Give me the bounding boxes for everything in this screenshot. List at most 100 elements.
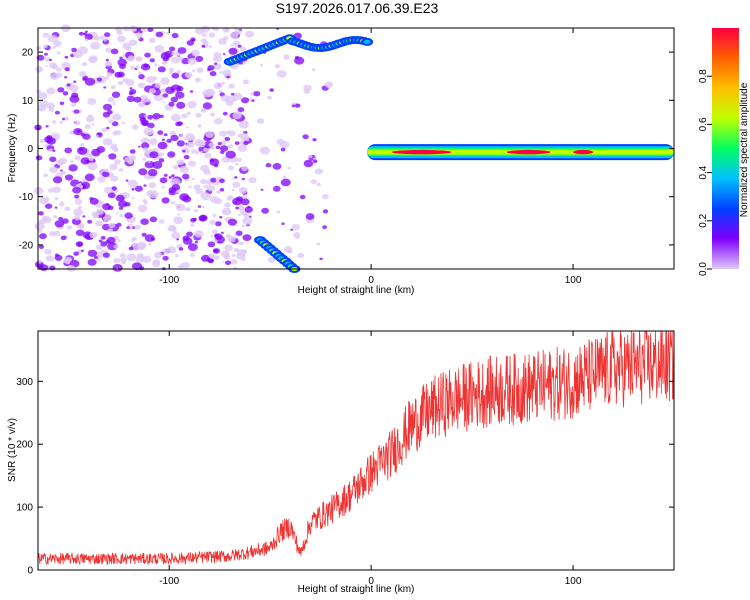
noise-blob <box>102 203 112 211</box>
noise-blob <box>195 55 204 63</box>
noise-blob <box>103 186 113 194</box>
noise-blob <box>190 218 197 223</box>
noise-blob <box>215 221 222 227</box>
noise-blob <box>106 72 113 77</box>
noise-blob <box>166 31 170 35</box>
noise-blob <box>207 241 216 248</box>
noise-blob <box>126 253 137 262</box>
colorbar-ticks: 0.0 0.2 0.4 0.6 0.8 <box>698 69 712 276</box>
noise-blob <box>39 264 49 271</box>
noise-blob <box>195 151 199 155</box>
noise-blob <box>190 149 197 154</box>
noise-blob <box>165 86 175 95</box>
noise-blob <box>189 90 194 93</box>
carrier-peak-1 <box>506 149 551 155</box>
noise-blob <box>61 61 71 70</box>
noise-blob <box>239 46 247 52</box>
noise-blob <box>42 32 50 38</box>
noise-blob <box>45 255 54 262</box>
noise-blob <box>295 103 301 108</box>
noise-blob <box>76 129 81 133</box>
noise-blob <box>73 109 80 114</box>
noise-blob <box>186 40 194 46</box>
noise-blob <box>81 61 88 67</box>
noise-blob <box>187 100 197 109</box>
noise-blob <box>140 218 149 225</box>
noise-blob <box>118 168 124 172</box>
noise-blob <box>135 65 140 69</box>
noise-blob <box>182 195 192 203</box>
noise-blob <box>149 37 156 43</box>
noise-blob <box>107 192 116 199</box>
noise-blob <box>82 133 91 140</box>
noise-blob <box>176 101 186 109</box>
noise-blob <box>182 149 186 153</box>
noise-blob <box>147 27 154 32</box>
noise-blob <box>52 45 57 49</box>
noise-blob <box>131 188 135 191</box>
noise-blob <box>225 260 231 266</box>
noise-blob <box>124 212 133 219</box>
noise-blob <box>237 44 242 48</box>
snr-series-line <box>37 330 675 566</box>
noise-blob <box>73 80 77 83</box>
colorbar-tick-label: 0.4 <box>698 165 709 179</box>
noise-blob <box>297 252 305 258</box>
x-tick-label: 100 <box>565 576 582 587</box>
noise-blob <box>176 140 185 147</box>
noise-blob <box>158 158 165 163</box>
noise-blob <box>122 26 130 32</box>
noise-blob <box>221 95 230 102</box>
noise-blob <box>216 190 221 194</box>
noise-blob <box>162 56 169 62</box>
noise-blob <box>179 134 184 137</box>
noise-blob <box>222 111 228 116</box>
noise-blob <box>164 50 174 58</box>
noise-blob <box>228 47 238 55</box>
noise-blob <box>64 116 70 121</box>
noise-blob <box>267 95 272 100</box>
noise-blob <box>161 138 165 141</box>
noise-blob <box>171 32 179 39</box>
noise-blob <box>167 224 177 232</box>
noise-blob <box>195 188 204 195</box>
noise-blob <box>196 67 204 73</box>
noise-blob <box>102 252 110 258</box>
noise-blob <box>56 67 62 72</box>
noise-blob <box>202 89 213 98</box>
y-tick-label: 100 <box>16 503 33 514</box>
noise-blob <box>84 77 96 86</box>
noise-blob <box>115 194 125 202</box>
noise-blob <box>193 209 198 213</box>
noise-blob <box>226 130 231 134</box>
noise-blob <box>259 146 270 155</box>
noise-blob <box>102 214 112 222</box>
noise-blob <box>104 76 109 80</box>
noise-blob <box>238 241 244 246</box>
noise-blob <box>127 180 138 188</box>
noise-blob <box>102 220 107 223</box>
noise-blob <box>192 69 196 73</box>
noise-blob <box>158 219 165 224</box>
noise-blob <box>107 97 115 103</box>
noise-blob <box>227 218 238 226</box>
noise-blob <box>183 137 187 140</box>
noise-blob <box>71 92 79 98</box>
noise-blob <box>220 231 224 234</box>
noise-blob <box>96 258 101 262</box>
noise-blob <box>204 153 212 159</box>
noise-blob <box>244 206 253 213</box>
noise-blob <box>242 216 253 225</box>
noise-blob <box>54 197 59 201</box>
noise-blob <box>302 134 309 140</box>
noise-blob <box>53 215 57 219</box>
heatmap-marks <box>33 24 675 273</box>
noise-blob <box>134 185 143 192</box>
noise-blob <box>104 32 111 38</box>
noise-blob <box>256 118 265 124</box>
noise-blob <box>34 222 45 230</box>
noise-blob <box>121 121 126 125</box>
noise-blob <box>117 80 124 86</box>
noise-blob <box>170 134 179 142</box>
